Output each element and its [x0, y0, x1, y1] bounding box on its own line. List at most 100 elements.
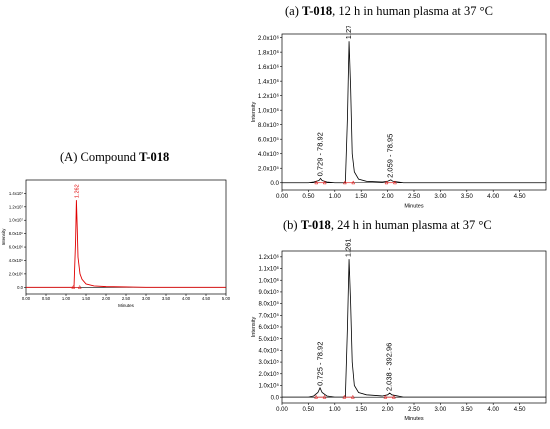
y-tick-label: 1.0x10⁶ [259, 277, 280, 284]
x-tick-label: 4.50 [514, 193, 527, 200]
y-tick-label: 7.0x10⁵ [258, 312, 279, 319]
y-tick-label: 8.0x10⁵ [258, 122, 280, 129]
y-tick-label: 3.0x10⁵ [258, 359, 279, 366]
y-tick-label: 1.6x10⁶ [258, 64, 280, 71]
panel-a-title: (a) T-018, 12 h in human plasma at 37 °C [285, 4, 493, 19]
x-tick-label: 1.00 [329, 193, 342, 200]
y-tick-label: 1.0x10⁷ [9, 218, 24, 223]
x-tick-label: 3.50 [162, 296, 171, 301]
integration-marker [314, 180, 319, 185]
x-tick-label: 1.50 [355, 193, 368, 200]
peak-label: 1.270 - 392.92 [344, 26, 353, 39]
y-tick-label: 0.0 [270, 180, 279, 187]
integration-marker [322, 180, 327, 185]
y-tick-label: 1.8x10⁶ [258, 49, 280, 56]
peak-label: 0.729 - 78.92 [315, 132, 324, 176]
x-tick-label: 1.50 [82, 296, 91, 301]
x-tick-label: 2.50 [122, 296, 131, 301]
panel-A-prefix: (A) Compound [60, 150, 140, 164]
panel-b-prefix: (b) [283, 218, 301, 232]
x-tick-label: 3.00 [142, 296, 151, 301]
panel-b-compound: T-018 [300, 218, 331, 232]
panel-A-title: (A) Compound T-018 [60, 150, 169, 165]
x-tick-label: 3.00 [435, 407, 447, 413]
plot-frame [25, 179, 227, 295]
series-trace [282, 259, 546, 398]
y-tick-label: 1.2x10⁶ [259, 254, 280, 261]
y-tick-label: 1.2x10⁶ [258, 93, 280, 100]
peak-label: 2.038 - 392.96 [385, 343, 394, 391]
y-tick-label: 2.0x10⁶ [258, 35, 280, 42]
y-axis-label: Intensity [251, 317, 257, 338]
y-tick-label: 1.4x10⁶ [258, 78, 280, 85]
y-tick-label: 1.2x10⁷ [9, 204, 24, 209]
x-tick-label: 4.00 [487, 407, 499, 413]
y-tick-label: 2.0x10⁵ [258, 165, 280, 172]
chart-b: 0.0 1.0x10⁵ 2.0x10⁵ 3.0x10⁵ 4.0x10⁵ 5.0x10⁵ 6.… [251, 238, 547, 422]
x-tick-label: 1.00 [62, 296, 71, 301]
y-tick-label: 6.0x10⁵ [258, 136, 280, 143]
y-tick-label: 8.0x10⁶ [9, 231, 24, 236]
panel-a-compound: T-018 [302, 4, 333, 18]
x-tick-label: 2.00 [382, 193, 395, 200]
chart-A: 0.0 2.0x10⁶ 4.0x10⁶ 6.0x10⁶ 8.0x10⁶ 1.0x10⁷ 1.… [1, 179, 231, 308]
peak-label: 1.261 - 392.93 [344, 238, 353, 257]
x-tick-label: 0.50 [303, 407, 315, 413]
y-tick-label: 1.0x10⁵ [258, 383, 279, 390]
series-trace [26, 200, 226, 288]
x-tick-label: 3.50 [461, 193, 474, 200]
x-tick-label: 5.00 [222, 296, 231, 301]
x-tick-label: 2.50 [408, 193, 421, 200]
y-tick-label: 5.0x10⁵ [258, 336, 279, 343]
x-tick-label: 1.50 [355, 407, 367, 413]
y-axis-label: Intensity [1, 228, 6, 246]
y-tick-label: 0.0 [271, 395, 280, 401]
y-tick-label: 1.0x10⁶ [258, 107, 280, 114]
chart-a: 0.0 2.0x10⁵ 4.0x10⁵ 6.0x10⁵ 8.0x10⁵ 1.0x10⁶ 1.… [251, 26, 547, 210]
integration-marker [342, 180, 347, 185]
y-tick-label: 1.1x10⁶ [259, 266, 280, 273]
integration-marker [351, 180, 356, 185]
y-tick-label: 0.0 [17, 285, 23, 290]
series-trace [282, 41, 546, 184]
x-tick-label: 4.50 [202, 296, 211, 301]
peak-label: 0.725 - 78.92 [315, 342, 324, 386]
panel-b-suffix: , 24 h in human plasma at 37 °C [330, 218, 492, 232]
y-tick-label: 4.0x10⁶ [9, 258, 24, 263]
y-axis-label: Intensity [251, 102, 257, 123]
x-tick-label: 2.50 [408, 407, 420, 413]
integration-marker [71, 284, 76, 289]
x-tick-label: 2.00 [102, 296, 111, 301]
y-tick-label: 6.0x10⁶ [9, 245, 24, 250]
x-axis-label: Minutes [404, 204, 424, 210]
peak-label: 1.262 [74, 184, 80, 198]
x-tick-label: 1.00 [329, 407, 341, 413]
x-tick-label: 0.50 [302, 193, 315, 200]
integration-marker [393, 180, 397, 185]
y-tick-label: 8.0x10⁵ [258, 301, 279, 308]
y-tick-label: 6.0x10⁵ [258, 324, 279, 331]
x-tick-label: 3.00 [434, 193, 447, 200]
x-tick-label: 0.50 [42, 296, 51, 301]
panel-a-suffix: , 12 h in human plasma at 37 °C [332, 4, 493, 18]
x-tick-label: 0.00 [276, 193, 289, 200]
peak-label: 2.059 - 78.95 [386, 134, 395, 178]
x-tick-label: 0.00 [22, 296, 31, 301]
y-tick-label: 2.0x10⁶ [9, 271, 24, 276]
panel-b-title: (b) T-018, 24 h in human plasma at 37 °C [283, 218, 492, 233]
x-axis-label: Minutes [404, 416, 424, 422]
x-tick-label: 3.50 [461, 407, 473, 413]
integration-marker [384, 180, 389, 185]
x-tick-label: 2.00 [382, 407, 394, 413]
panel-A-compound: T-018 [139, 150, 170, 164]
x-tick-label: 4.00 [487, 193, 500, 200]
y-tick-label: 1.4x10⁷ [9, 191, 24, 196]
y-tick-label: 9.0x10⁵ [258, 289, 279, 296]
y-tick-label: 2.0x10⁵ [258, 371, 279, 378]
x-tick-label: 4.50 [514, 407, 526, 413]
integration-marker [77, 284, 82, 289]
y-tick-label: 4.0x10⁵ [258, 151, 280, 158]
panel-a-prefix: (a) [285, 4, 302, 18]
x-axis-label: Minutes [118, 303, 135, 308]
x-tick-label: 0.00 [276, 407, 288, 413]
